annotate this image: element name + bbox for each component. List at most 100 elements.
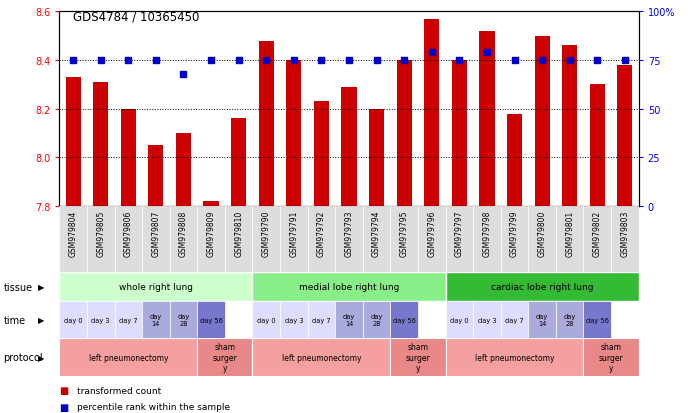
Bar — [473, 206, 500, 273]
Text: GSM979795: GSM979795 — [400, 210, 408, 256]
Bar — [87, 301, 114, 339]
Point — [68, 57, 79, 64]
Bar — [59, 301, 87, 339]
Bar — [500, 206, 528, 273]
Text: left pneumonectomy: left pneumonectomy — [89, 353, 168, 362]
Text: day 3: day 3 — [477, 317, 496, 323]
Text: GSM979806: GSM979806 — [124, 210, 133, 256]
Text: day 56: day 56 — [586, 317, 609, 323]
Text: cardiac lobe right lung: cardiac lobe right lung — [491, 282, 593, 292]
Text: protocol: protocol — [3, 352, 43, 362]
Bar — [114, 301, 142, 339]
Point — [205, 57, 216, 64]
Bar — [507, 114, 522, 206]
Point — [592, 57, 603, 64]
Text: GSM979791: GSM979791 — [290, 210, 298, 256]
Text: time: time — [3, 315, 26, 325]
Bar — [170, 206, 198, 273]
Bar — [204, 202, 218, 206]
Text: GSM979802: GSM979802 — [593, 210, 602, 256]
Bar — [584, 301, 611, 339]
Text: ▶: ▶ — [38, 353, 45, 362]
Text: day
14: day 14 — [536, 313, 548, 327]
Text: day 0: day 0 — [450, 317, 468, 323]
Text: left pneumonectomy: left pneumonectomy — [475, 353, 554, 362]
Bar — [480, 32, 494, 206]
Text: GSM979799: GSM979799 — [510, 210, 519, 256]
Bar — [87, 206, 114, 273]
Bar — [142, 301, 170, 339]
Point — [315, 57, 327, 64]
Bar — [59, 273, 253, 301]
Text: ■: ■ — [59, 402, 68, 412]
Text: GSM979801: GSM979801 — [565, 210, 574, 256]
Point — [288, 57, 299, 64]
Bar — [59, 206, 87, 273]
Point — [509, 57, 520, 64]
Text: percentile rank within the sample: percentile rank within the sample — [77, 402, 230, 411]
Bar — [93, 83, 108, 206]
Text: day 7: day 7 — [312, 317, 331, 323]
Bar — [225, 206, 253, 273]
Bar — [445, 206, 473, 273]
Point — [150, 57, 161, 64]
Text: day
28: day 28 — [563, 313, 576, 327]
Text: GSM979794: GSM979794 — [372, 210, 381, 256]
Bar — [617, 66, 632, 206]
Bar — [198, 339, 253, 376]
Text: day 56: day 56 — [200, 317, 223, 323]
Text: GSM979807: GSM979807 — [151, 210, 161, 256]
Bar — [528, 301, 556, 339]
Bar — [556, 206, 584, 273]
Text: GSM979796: GSM979796 — [427, 210, 436, 256]
Point — [95, 57, 106, 64]
Text: day
14: day 14 — [343, 313, 355, 327]
Text: day 56: day 56 — [393, 317, 415, 323]
Text: ▶: ▶ — [38, 316, 45, 325]
Text: sham
surger
y: sham surger y — [212, 342, 237, 372]
Bar — [369, 109, 384, 206]
Text: transformed count: transformed count — [77, 386, 161, 395]
Bar — [556, 301, 584, 339]
Text: tissue: tissue — [3, 282, 33, 292]
Bar — [253, 273, 445, 301]
Point — [399, 57, 410, 64]
Text: left pneumonectomy: left pneumonectomy — [282, 353, 361, 362]
Text: sham
surger
y: sham surger y — [406, 342, 431, 372]
Bar — [142, 206, 170, 273]
Bar — [390, 206, 418, 273]
Point — [260, 57, 272, 64]
Bar — [452, 61, 467, 206]
Text: ■: ■ — [59, 385, 68, 395]
Text: GDS4784 / 10365450: GDS4784 / 10365450 — [73, 10, 200, 23]
Text: GSM979793: GSM979793 — [345, 210, 353, 256]
Point — [537, 57, 548, 64]
Bar — [390, 301, 418, 339]
Point — [343, 57, 355, 64]
Bar — [473, 301, 500, 339]
Text: GSM979804: GSM979804 — [68, 210, 77, 256]
Bar — [390, 339, 445, 376]
Bar — [308, 301, 335, 339]
Bar — [584, 206, 611, 273]
Bar — [335, 206, 363, 273]
Bar — [562, 46, 577, 206]
Bar — [535, 37, 550, 207]
Text: day 7: day 7 — [505, 317, 524, 323]
Point — [482, 50, 493, 57]
Bar — [59, 339, 198, 376]
Text: GSM979800: GSM979800 — [537, 210, 547, 256]
Text: GSM979792: GSM979792 — [317, 210, 326, 256]
Text: day
14: day 14 — [150, 313, 162, 327]
Text: sham
surger
y: sham surger y — [599, 342, 623, 372]
Bar — [363, 206, 390, 273]
Bar — [170, 301, 198, 339]
Bar — [528, 206, 556, 273]
Bar — [259, 41, 274, 207]
Bar — [611, 206, 639, 273]
Text: GSM979810: GSM979810 — [234, 210, 243, 256]
Bar — [396, 61, 412, 206]
Bar — [280, 301, 308, 339]
Text: GSM979798: GSM979798 — [482, 210, 491, 256]
Text: day 7: day 7 — [119, 317, 138, 323]
